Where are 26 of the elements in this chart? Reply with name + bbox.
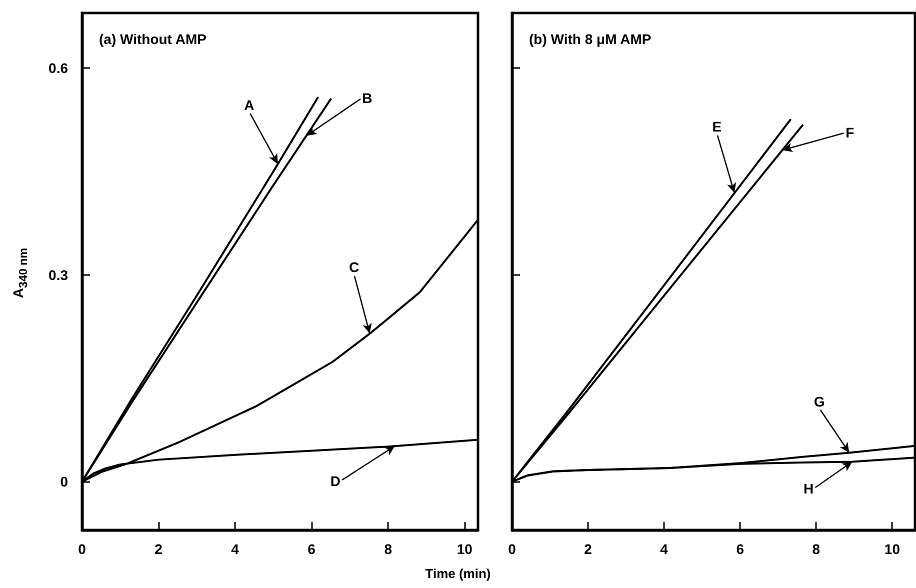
annotation: A [244,96,254,113]
annotation: H [804,480,814,497]
x-tick-label: 0 [78,541,86,557]
x-tick-label: 8 [812,541,820,557]
x-tick-label: 4 [660,541,668,557]
x-tick-label: 2 [584,541,592,557]
annotation: B [362,90,372,106]
x-tick-label: 2 [154,541,163,557]
annotation: C [348,259,360,276]
x-tick-label: 0 [508,541,516,557]
x-tick-label: 10 [456,541,473,557]
x-tick-label: 10 [884,541,900,557]
y-tick-label: 0.6 [48,60,68,76]
x-tick-label: 6 [736,541,744,557]
x-axis-title: Time (min) [424,566,492,581]
x-tick-label: 8 [384,541,392,557]
text: (b) With 8 μM AMP [529,31,652,47]
annotation: D [330,473,341,490]
annotation: G [814,393,825,410]
annotation: F [846,124,855,141]
y-tick-label: 0 [60,474,68,490]
x-tick-label: 4 [231,541,240,557]
annotation: E [712,118,722,135]
y-tick-label: 0.3 [48,266,68,283]
text: (a) Without AMP [99,31,206,47]
x-tick-label: 6 [308,541,316,557]
